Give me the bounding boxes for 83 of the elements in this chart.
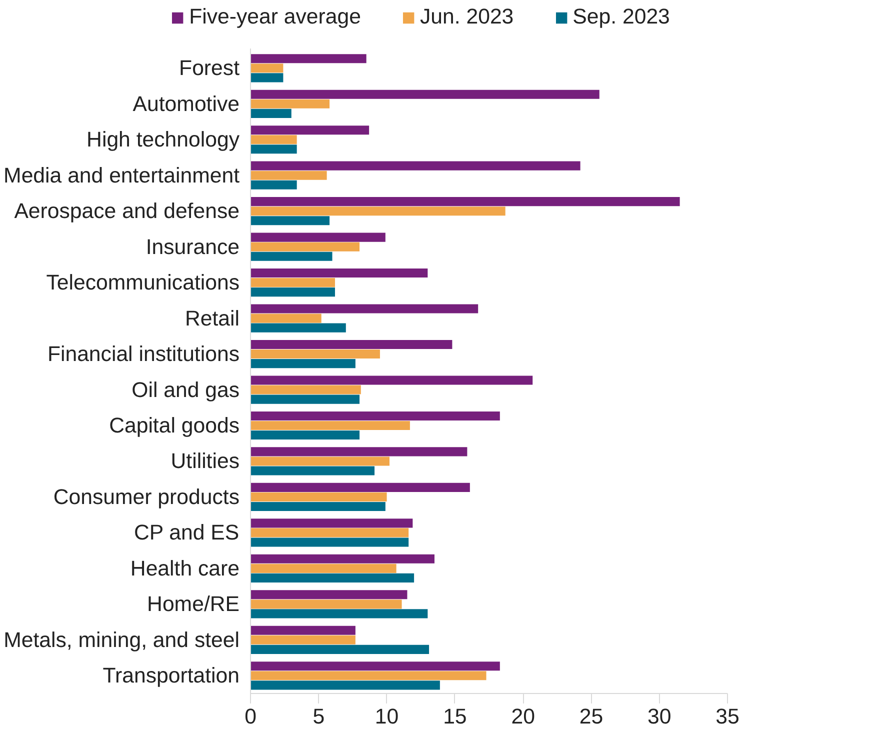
x-tick-label: 10 — [374, 704, 399, 728]
y-tick-label: Health care — [130, 556, 240, 580]
bar — [250, 662, 500, 671]
bar — [250, 144, 297, 154]
bar — [250, 554, 434, 564]
y-tick-label: CP and ES — [134, 520, 240, 545]
bar — [250, 350, 380, 359]
bar — [250, 90, 600, 99]
y-tick-label: Capital goods — [109, 413, 240, 438]
y-tick-label: Insurance — [146, 234, 240, 259]
bar — [250, 197, 680, 206]
bar — [250, 135, 297, 144]
bar — [250, 411, 500, 420]
bar — [250, 671, 486, 680]
bar — [250, 644, 430, 654]
x-tick-label: 5 — [312, 704, 325, 728]
y-tick-label: Transportation — [102, 664, 240, 688]
bar — [250, 252, 332, 261]
bar — [250, 573, 414, 582]
bar — [250, 99, 330, 108]
bar — [250, 466, 375, 476]
bar — [250, 242, 360, 252]
bar — [250, 288, 335, 297]
bar — [250, 170, 327, 180]
bar — [250, 680, 440, 690]
bar — [250, 447, 468, 456]
x-tick-label: 15 — [443, 704, 467, 728]
bar — [250, 600, 402, 609]
bar — [250, 180, 297, 190]
bar — [250, 635, 356, 644]
bar — [250, 54, 366, 64]
bar — [250, 626, 356, 635]
bar — [250, 108, 292, 118]
y-tick-label: Forest — [179, 56, 240, 80]
y-tick-label: Retail — [184, 306, 240, 330]
bar — [250, 268, 428, 278]
bar — [250, 216, 330, 226]
legend-label: Five-year average — [189, 4, 361, 30]
bar — [250, 323, 346, 332]
y-tick-label: Automotive — [132, 92, 240, 116]
y-tick-label: Oil and gas — [132, 378, 240, 402]
legend-label: Sep. 2023 — [572, 4, 670, 30]
bar — [250, 538, 409, 547]
bar — [250, 232, 386, 242]
y-tick-label: Telecommunications — [46, 270, 240, 295]
x-tick-label: 30 — [647, 704, 672, 728]
legend-label: Jun. 2023 — [420, 4, 514, 30]
bar — [250, 430, 360, 440]
y-tick-label: High technology — [86, 128, 240, 152]
bar — [250, 502, 386, 512]
bar — [250, 394, 360, 404]
y-tick-label: Media and entertainment — [4, 163, 240, 188]
y-tick-label: Aerospace and defense — [14, 199, 240, 224]
bar — [250, 340, 452, 350]
bar — [250, 314, 322, 323]
x-tick-label: 20 — [511, 704, 536, 728]
x-tick-label: 35 — [716, 704, 740, 728]
bar — [250, 420, 410, 430]
bar — [250, 161, 580, 170]
bar — [250, 590, 408, 600]
bar — [250, 492, 387, 502]
bar — [250, 126, 370, 135]
bar — [250, 73, 284, 82]
y-tick-label: Consumer products — [53, 484, 240, 509]
y-tick-label: Metals, mining, and steel — [4, 628, 240, 652]
bar — [250, 456, 390, 466]
bar — [250, 564, 396, 573]
bar — [250, 278, 335, 288]
bar — [250, 609, 428, 618]
bar — [250, 518, 413, 528]
bar — [250, 385, 361, 394]
y-tick-label: Financial institutions — [47, 342, 240, 366]
bar — [250, 64, 284, 73]
bar — [250, 528, 409, 538]
bar — [250, 359, 356, 368]
bar — [250, 206, 506, 216]
x-tick-label: 0 — [244, 704, 257, 728]
x-tick-label: 25 — [579, 704, 604, 728]
bar — [250, 482, 470, 492]
bar — [250, 304, 478, 314]
y-tick-label: Home/RE — [147, 592, 240, 616]
y-tick-label: Utilities — [170, 449, 240, 474]
bar — [250, 376, 533, 385]
